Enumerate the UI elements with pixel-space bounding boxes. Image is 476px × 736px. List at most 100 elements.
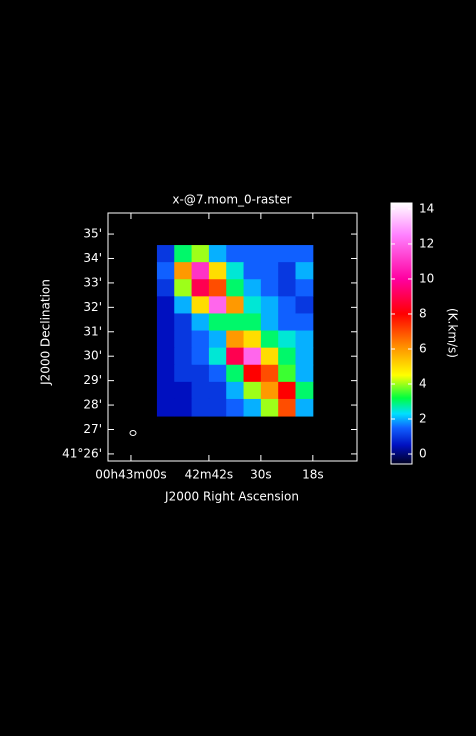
colorbar-tick-label: 4 bbox=[419, 377, 427, 391]
cell bbox=[260, 330, 279, 349]
cell bbox=[191, 245, 210, 263]
cell bbox=[226, 245, 245, 263]
cell bbox=[156, 279, 175, 297]
cell bbox=[295, 262, 314, 280]
cell bbox=[226, 347, 245, 366]
y-tick-label: 27' bbox=[83, 422, 102, 436]
cell bbox=[295, 398, 314, 417]
cell bbox=[191, 330, 210, 349]
cell bbox=[278, 364, 297, 383]
cell bbox=[208, 330, 227, 349]
cell bbox=[260, 347, 279, 366]
cell bbox=[278, 398, 297, 417]
cell bbox=[208, 279, 227, 297]
cell bbox=[243, 381, 262, 400]
cell bbox=[226, 279, 245, 297]
cell bbox=[191, 279, 210, 297]
cell bbox=[208, 245, 227, 263]
colorbar-tick-label: 8 bbox=[419, 306, 427, 320]
y-tick-label: 31' bbox=[83, 324, 102, 338]
cell bbox=[260, 313, 279, 332]
cell bbox=[226, 398, 245, 417]
cell bbox=[243, 364, 262, 383]
cell bbox=[174, 279, 193, 297]
cell bbox=[208, 398, 227, 417]
cell bbox=[191, 398, 210, 417]
cell bbox=[156, 330, 175, 349]
cell bbox=[226, 262, 245, 280]
cell bbox=[295, 279, 314, 297]
cell bbox=[174, 313, 193, 332]
colorbar-label: (K.km/s) bbox=[446, 308, 460, 358]
cell bbox=[156, 296, 175, 314]
cell bbox=[156, 262, 175, 280]
x-tick-label: 42m42s bbox=[185, 468, 233, 482]
x-tick-label: 18s bbox=[302, 468, 324, 482]
cell bbox=[226, 313, 245, 332]
cell bbox=[174, 364, 193, 383]
cell bbox=[278, 347, 297, 366]
plot-frame bbox=[107, 212, 358, 462]
cell bbox=[191, 347, 210, 366]
cell bbox=[295, 313, 314, 332]
cell bbox=[174, 245, 193, 263]
y-tick-label: 29' bbox=[83, 373, 102, 387]
colorbar-tick-label: 0 bbox=[419, 447, 427, 461]
y-tick-label: 34' bbox=[83, 251, 102, 265]
cell bbox=[243, 398, 262, 417]
cell bbox=[174, 381, 193, 400]
cell bbox=[226, 296, 245, 314]
cell bbox=[208, 364, 227, 383]
cell bbox=[243, 245, 262, 263]
cell bbox=[295, 364, 314, 383]
cell bbox=[156, 347, 175, 366]
colorbar bbox=[390, 202, 413, 465]
cell bbox=[208, 296, 227, 314]
cell bbox=[191, 381, 210, 400]
cell bbox=[156, 245, 175, 263]
cell bbox=[174, 330, 193, 349]
cell bbox=[243, 330, 262, 349]
cell bbox=[243, 262, 262, 280]
cell bbox=[191, 313, 210, 332]
cell bbox=[260, 381, 279, 400]
cell bbox=[278, 262, 297, 280]
y-tick-label: 30' bbox=[83, 349, 102, 363]
cell bbox=[208, 347, 227, 366]
cell bbox=[174, 262, 193, 280]
colorbar-tick-label: 6 bbox=[419, 341, 427, 355]
cell bbox=[174, 296, 193, 314]
cell bbox=[295, 296, 314, 314]
cell bbox=[191, 262, 210, 280]
cell bbox=[208, 381, 227, 400]
y-tick-label: 33' bbox=[83, 275, 102, 289]
colorbar-tick-label: 2 bbox=[419, 412, 427, 426]
cell bbox=[156, 381, 175, 400]
x-tick-label: 30s bbox=[250, 468, 272, 482]
cell bbox=[295, 347, 314, 366]
y-tick-label: 28' bbox=[83, 398, 102, 412]
cell bbox=[156, 398, 175, 417]
cell bbox=[208, 313, 227, 332]
cell bbox=[295, 330, 314, 349]
cell bbox=[243, 313, 262, 332]
y-tick-label: 32' bbox=[83, 300, 102, 314]
cell bbox=[243, 347, 262, 366]
colorbar-tick-label: 12 bbox=[419, 236, 434, 250]
cell bbox=[226, 364, 245, 383]
cell bbox=[278, 313, 297, 332]
cell bbox=[260, 279, 279, 297]
x-axis-label: J2000 Right Ascension bbox=[164, 490, 299, 504]
cell bbox=[260, 262, 279, 280]
cell bbox=[260, 245, 279, 263]
cell bbox=[243, 296, 262, 314]
y-axis-label: J2000 Declination bbox=[39, 279, 53, 386]
cell bbox=[174, 398, 193, 417]
cell bbox=[208, 262, 227, 280]
cell bbox=[295, 381, 314, 400]
cell bbox=[278, 279, 297, 297]
cell bbox=[260, 296, 279, 314]
cell bbox=[191, 364, 210, 383]
